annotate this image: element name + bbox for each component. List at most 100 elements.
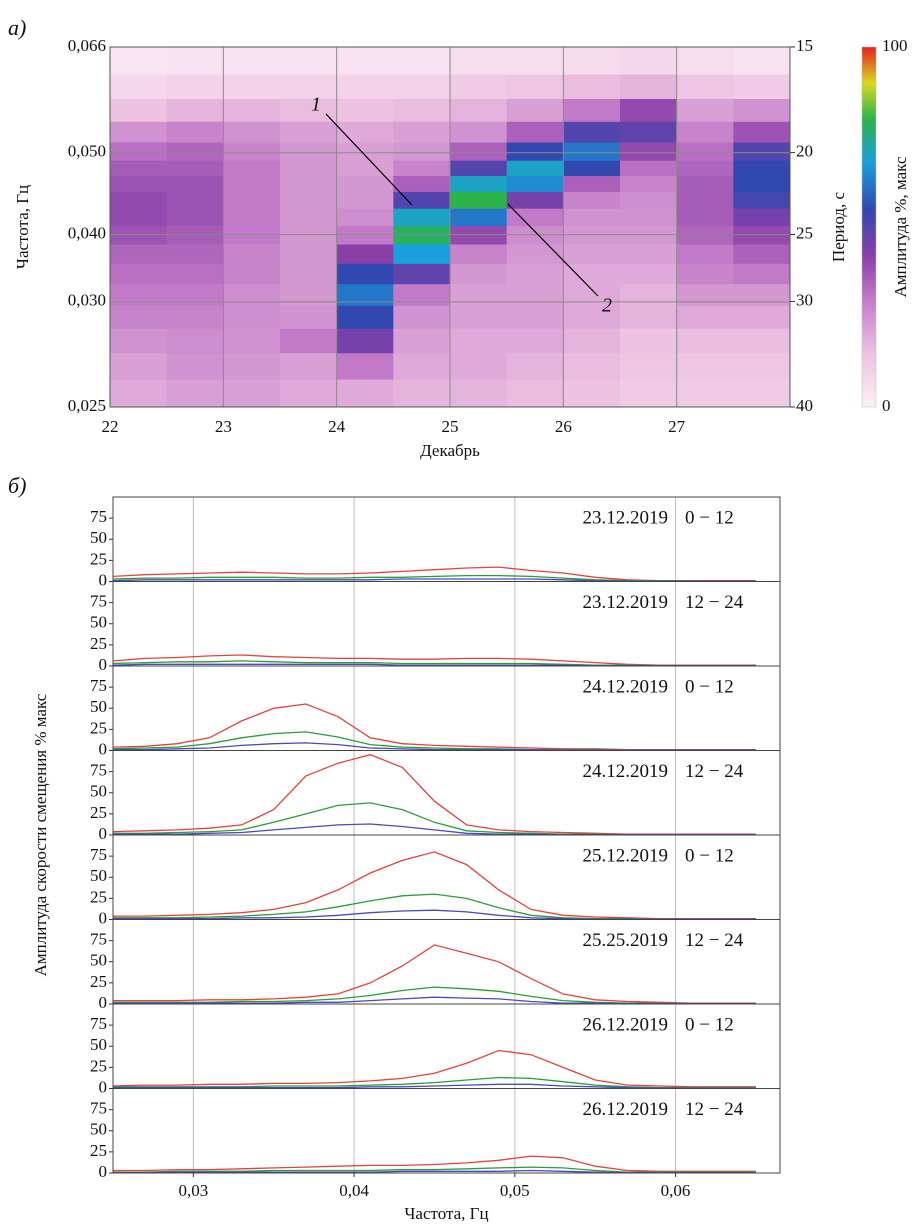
colorbar — [861, 46, 877, 408]
heatmap-cell — [166, 175, 224, 192]
heatmap-cell — [563, 73, 621, 99]
heatmap-cell — [166, 191, 224, 209]
heatmap-cell — [280, 263, 338, 285]
heatmap-cell — [676, 121, 734, 143]
heatmap-cell — [166, 142, 224, 161]
panel-date: 23.12.2019 — [583, 507, 669, 528]
heatmap-cell — [563, 142, 621, 161]
colorbar-tick-label: 100 — [882, 36, 908, 55]
y-tick-label: 0 — [99, 570, 108, 589]
heatmap-cell — [393, 305, 451, 329]
heatmap-cell — [733, 191, 790, 209]
heatmap-cell — [620, 47, 678, 75]
y-tick-label: 0 — [99, 1162, 108, 1181]
annotation-line — [507, 203, 599, 297]
y2-tick-label: 15 — [796, 36, 813, 55]
heatmap-cell — [506, 160, 564, 177]
x-tick-label: 0,04 — [339, 1181, 369, 1200]
heatmap-cell — [166, 379, 224, 407]
x-tick-label: 25 — [442, 417, 459, 436]
y-tick-label: 25 — [90, 972, 107, 991]
y-tick-label: 0,040 — [68, 223, 106, 242]
heatmap-cell — [336, 352, 394, 380]
heatmap-cell — [733, 47, 790, 75]
heatmap-cell — [506, 73, 564, 99]
heatmap-cell — [506, 121, 564, 143]
heatmap-cell — [676, 305, 734, 329]
heatmap-cell — [563, 121, 621, 143]
y-tick-label: 0 — [99, 739, 108, 758]
y-tick-label: 25 — [90, 803, 107, 822]
heatmap-cell — [393, 352, 451, 380]
heatmap-cell — [110, 175, 168, 192]
heatmap-cell — [280, 160, 338, 177]
heatmap-cell — [450, 73, 508, 99]
heatmap-cell — [620, 263, 678, 285]
heatmap-cell — [563, 328, 621, 354]
x-tick-label: 0,03 — [178, 1181, 208, 1200]
heatmap-cell — [620, 208, 678, 227]
heatmap-cell — [280, 283, 338, 306]
annotation: 1 — [311, 94, 321, 116]
heatmap-cell — [563, 379, 621, 407]
heatmap-cell — [223, 283, 281, 306]
heatmap-cell — [223, 175, 281, 192]
heatmap-cell — [676, 142, 734, 161]
x-tick-label: 0,06 — [661, 1181, 691, 1200]
heatmap-cell — [393, 47, 451, 75]
heatmap-cell — [280, 352, 338, 380]
heatmap-cell — [676, 352, 734, 380]
heatmap-cell — [733, 352, 790, 380]
y-tick-label: 0 — [99, 908, 108, 927]
heatmap-cell — [223, 73, 281, 99]
panel-date: 26.12.2019 — [583, 1014, 669, 1035]
heatmap-cell — [733, 73, 790, 99]
heatmap-cell — [166, 328, 224, 354]
heatmap-cell — [450, 263, 508, 285]
heatmap-cell — [166, 73, 224, 99]
y-tick-label: 25 — [90, 1056, 107, 1075]
heatmap-cell — [110, 379, 168, 407]
heatmap-cell — [506, 263, 564, 285]
heatmap-cell — [506, 47, 564, 75]
heatmap-cell — [563, 160, 621, 177]
heatmap-cell — [223, 121, 281, 143]
heatmap-cell — [223, 98, 281, 122]
heatmap-cell — [563, 47, 621, 75]
heatmap-cell — [393, 379, 451, 407]
heatmap-cell — [336, 142, 394, 161]
heatmap-cell — [450, 243, 508, 264]
heatmap-cell — [563, 175, 621, 192]
heatmap-cell — [676, 175, 734, 192]
heatmap-cell — [336, 305, 394, 329]
heatmap-cell — [110, 191, 168, 209]
heatmap-cell — [506, 283, 564, 306]
heatmap-cell — [450, 379, 508, 407]
heatmap-cell — [223, 328, 281, 354]
heatmap-cell — [336, 175, 394, 192]
annotation-line — [325, 113, 413, 206]
heatmap-cell — [563, 98, 621, 122]
heatmap-cell — [450, 47, 508, 75]
y-tick-label: 25 — [90, 718, 107, 737]
y-tick-label: 75 — [90, 761, 107, 780]
x-axis-label: Декабрь — [420, 441, 480, 460]
plot-frame — [109, 46, 791, 408]
heatmap-cell — [223, 379, 281, 407]
heatmap-cell — [676, 283, 734, 306]
panel-hours: 0 − 12 — [685, 507, 734, 528]
heatmap-cell — [280, 191, 338, 209]
heatmap-cell — [336, 243, 394, 264]
heatmap-cell — [223, 191, 281, 209]
heatmap-cell — [393, 263, 451, 285]
heatmap-cell — [676, 379, 734, 407]
heatmap-cell — [733, 243, 790, 264]
y-tick-label: 0 — [99, 824, 108, 843]
y-tick-label: 75 — [90, 930, 107, 949]
heatmap-cell — [506, 352, 564, 380]
heatmap-cell — [110, 47, 168, 75]
heatmap-cell — [393, 98, 451, 122]
spectrum-line — [112, 1049, 756, 1088]
y-tick-label: 50 — [90, 528, 107, 547]
y-tick-label: 75 — [90, 507, 107, 526]
